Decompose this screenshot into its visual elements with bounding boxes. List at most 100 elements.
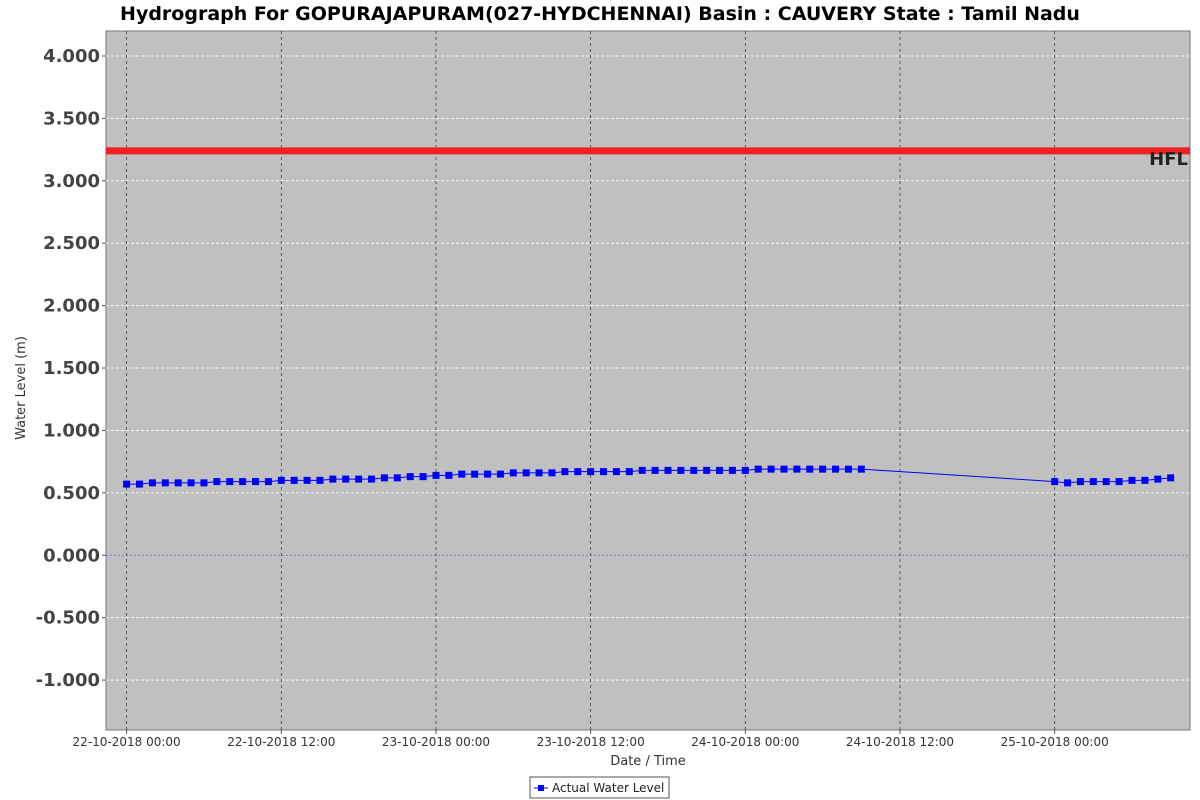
data-point [1128,476,1136,484]
data-point [819,465,827,473]
y-tick-label: 1.000 [43,420,100,441]
y-tick-label: -0.500 [36,608,100,629]
y-tick-label: 4.000 [43,46,100,67]
data-point [1102,478,1110,486]
data-point [548,469,556,477]
data-point [857,465,865,473]
data-point [471,470,479,478]
plot-background [105,30,1191,731]
data-point [1051,478,1059,486]
legend-box [529,776,670,799]
data-point [213,478,221,486]
data-point [561,468,569,476]
data-point [1076,478,1084,486]
data-point [226,478,234,486]
data-point [1064,479,1072,487]
y-tick-label: 3.500 [43,108,100,129]
data-point [432,471,440,479]
data-point [496,470,504,478]
x-tick-label: 25-10-2018 00:00 [1001,735,1109,749]
data-point [767,465,775,473]
data-point [716,466,724,474]
data-point [148,479,156,487]
series-group [123,465,1175,488]
x-tick-label: 22-10-2018 12:00 [227,735,335,749]
grid-lines [106,31,1190,730]
data-point [316,476,324,484]
data-point [200,479,208,487]
data-point [793,465,801,473]
data-point [1167,474,1175,482]
x-tick-label: 22-10-2018 00:00 [73,735,181,749]
chart-title: Hydrograph For GOPURAJAPURAM(027-HYDCHEN… [120,3,1080,25]
legend-marker-icon [538,785,544,791]
data-point [806,465,814,473]
data-point [625,468,633,476]
data-point [380,474,388,482]
data-point [1141,476,1149,484]
y-tick-label: 2.000 [43,296,100,317]
data-point [187,479,195,487]
data-point [1089,478,1097,486]
y-tick-label: 0.000 [43,545,100,566]
data-point [600,468,608,476]
data-point [522,469,530,477]
data-point [844,465,852,473]
data-point [664,466,672,474]
y-axis-ticks: 4.000 3.500 3.000 2.500 2.000 1.500 1.000 0.500… [36,46,106,691]
data-point [342,475,350,483]
data-point [290,476,298,484]
data-point [728,466,736,474]
data-point [136,480,144,488]
data-point [690,466,698,474]
data-point [264,478,272,486]
data-point [277,476,285,484]
data-point [393,474,401,482]
data-point [329,475,337,483]
data-point [239,478,247,486]
data-point [509,469,517,477]
y-tick-label: -1.000 [36,670,100,691]
x-tick-label: 23-10-2018 00:00 [382,735,490,749]
data-point [252,478,260,486]
data-point [741,466,749,474]
y-tick-label: 0.500 [43,483,100,504]
data-point [123,480,131,488]
data-point [754,465,762,473]
data-point [651,466,659,474]
x-tick-label: 24-10-2018 00:00 [691,735,799,749]
hfl-line-group: HFL [106,147,1190,170]
x-tick-label: 24-10-2018 12:00 [846,735,954,749]
legend-series-label: Actual Water Level [552,781,664,795]
y-tick-label: 3.000 [43,171,100,192]
data-point [832,465,840,473]
data-point [780,465,788,473]
data-point [535,469,543,477]
data-point [703,466,711,474]
data-point [406,473,414,481]
data-point [1154,475,1162,483]
data-point [458,470,466,478]
data-point [161,479,169,487]
legend: Actual Water Level [529,776,670,799]
data-point [355,475,363,483]
data-point [1115,478,1123,486]
data-point [612,468,620,476]
data-point [677,466,685,474]
data-point [638,466,646,474]
x-axis-label: Date / Time [610,754,686,769]
hfl-label: HFL [1149,149,1188,170]
data-point [484,470,492,478]
data-point [587,468,595,476]
data-point [303,476,311,484]
plot-area [105,30,1191,731]
data-point [368,475,376,483]
y-tick-label: 2.500 [43,233,100,254]
y-axis-label: Water Level (m) [14,336,29,440]
x-axis-ticks: 22-10-2018 00:00 22-10-2018 12:00 23-10-20… [73,730,1109,749]
x-tick-label: 23-10-2018 12:00 [537,735,645,749]
data-point [574,468,582,476]
y-tick-label: 1.500 [43,358,100,379]
data-point [445,471,453,479]
